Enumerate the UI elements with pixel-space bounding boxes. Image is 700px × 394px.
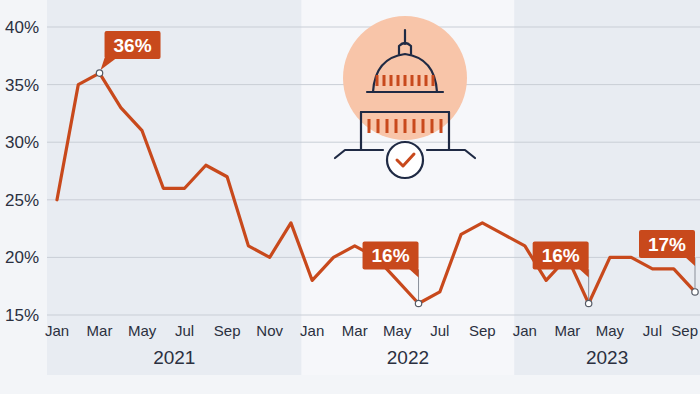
point-marker (692, 289, 698, 295)
icon-column (425, 75, 428, 86)
callout: 36% (96, 31, 160, 76)
x-tick-label: Sep (469, 322, 496, 339)
x-tick-label: May (596, 322, 625, 339)
x-tick-label: Jan (300, 322, 324, 339)
x-tick-label: Mar (87, 322, 113, 339)
y-tick-label: 35% (5, 76, 39, 95)
x-tick-label: Jul (175, 322, 194, 339)
callout-box (105, 31, 161, 59)
icon-column (404, 119, 407, 133)
x-tick-label: Nov (256, 322, 283, 339)
series (57, 73, 695, 303)
icon-column (432, 75, 435, 86)
x-tick-label: Jan (45, 322, 69, 339)
grid-line (47, 315, 700, 316)
callout-tail (101, 58, 117, 70)
icon-column (404, 75, 407, 86)
year-label: 2022 (387, 347, 429, 368)
x-axis: Jan Mar May Jul Sep Nov Jan Mar May Jul Sep Jan Mar M… (45, 322, 698, 339)
icon-dome (373, 54, 437, 92)
x-tick-label: May (383, 322, 412, 339)
grid-line (47, 199, 700, 200)
data-label: 17% (648, 234, 686, 255)
x-tick-label: Sep (671, 322, 698, 339)
callout-tail (685, 257, 695, 266)
callout-box (533, 241, 589, 269)
data-label: 16% (372, 245, 410, 266)
y-tick-label: 25% (5, 191, 39, 210)
x-tick-label: Jan (513, 322, 537, 339)
y-tick-label: 15% (5, 306, 39, 325)
x-tick-label: Jul (430, 322, 449, 339)
icon-column (413, 119, 416, 133)
callout: 16% (533, 241, 592, 306)
icon-column (411, 75, 414, 86)
icon-column (431, 119, 434, 133)
callout-box (363, 241, 419, 269)
x-tick-label: Jul (643, 322, 662, 339)
y-tick-label: 20% (5, 248, 39, 267)
x-tick-label: Sep (214, 322, 241, 339)
icon-ledge2 (361, 111, 449, 113)
data-label: 16% (542, 245, 580, 266)
icon-column (376, 75, 379, 86)
icon-column (418, 75, 421, 86)
icon-column (440, 119, 443, 133)
point-marker (415, 300, 421, 306)
callout-tail (409, 268, 419, 277)
callout: 16% (363, 241, 422, 306)
icon-column (368, 119, 371, 133)
page: {"chart_data": {"type": "line", "color":… (0, 0, 700, 394)
chart: 20212022202315%20%25%30%35%40%JanMarMayJ… (0, 0, 700, 394)
point-marker (585, 300, 591, 306)
x-tick-label: Mar (342, 322, 368, 339)
y-tick-label: 30% (5, 133, 39, 152)
callout-tail (579, 268, 589, 277)
icon-check-circle (387, 142, 423, 178)
year-bands: 2021 2022 2023 (47, 0, 700, 375)
icon-column (386, 119, 389, 133)
icon-ledge (367, 91, 443, 93)
x-tick-label: May (128, 322, 157, 339)
callout-box (639, 230, 695, 258)
x-tick-label: Mar (554, 322, 580, 339)
year-label: 2021 (153, 347, 195, 368)
icon-column (390, 75, 393, 86)
year-band (302, 0, 515, 375)
icon-column (383, 75, 386, 86)
icon-column (422, 119, 425, 133)
data-label: 36% (114, 35, 152, 56)
y-tick-label: 40% (5, 18, 39, 37)
year-band (514, 0, 700, 375)
icon-column (397, 75, 400, 86)
icon-column (395, 119, 398, 133)
year-label: 2023 (586, 347, 628, 368)
callout: 17% (639, 230, 698, 295)
line (57, 73, 695, 303)
capitol-icon (335, 16, 475, 178)
icon-column (377, 119, 380, 133)
annotations: 36% 16% 16% 17% (96, 31, 698, 307)
icon-lantern (399, 43, 411, 54)
point-marker (96, 70, 102, 76)
icon-check (397, 154, 414, 166)
